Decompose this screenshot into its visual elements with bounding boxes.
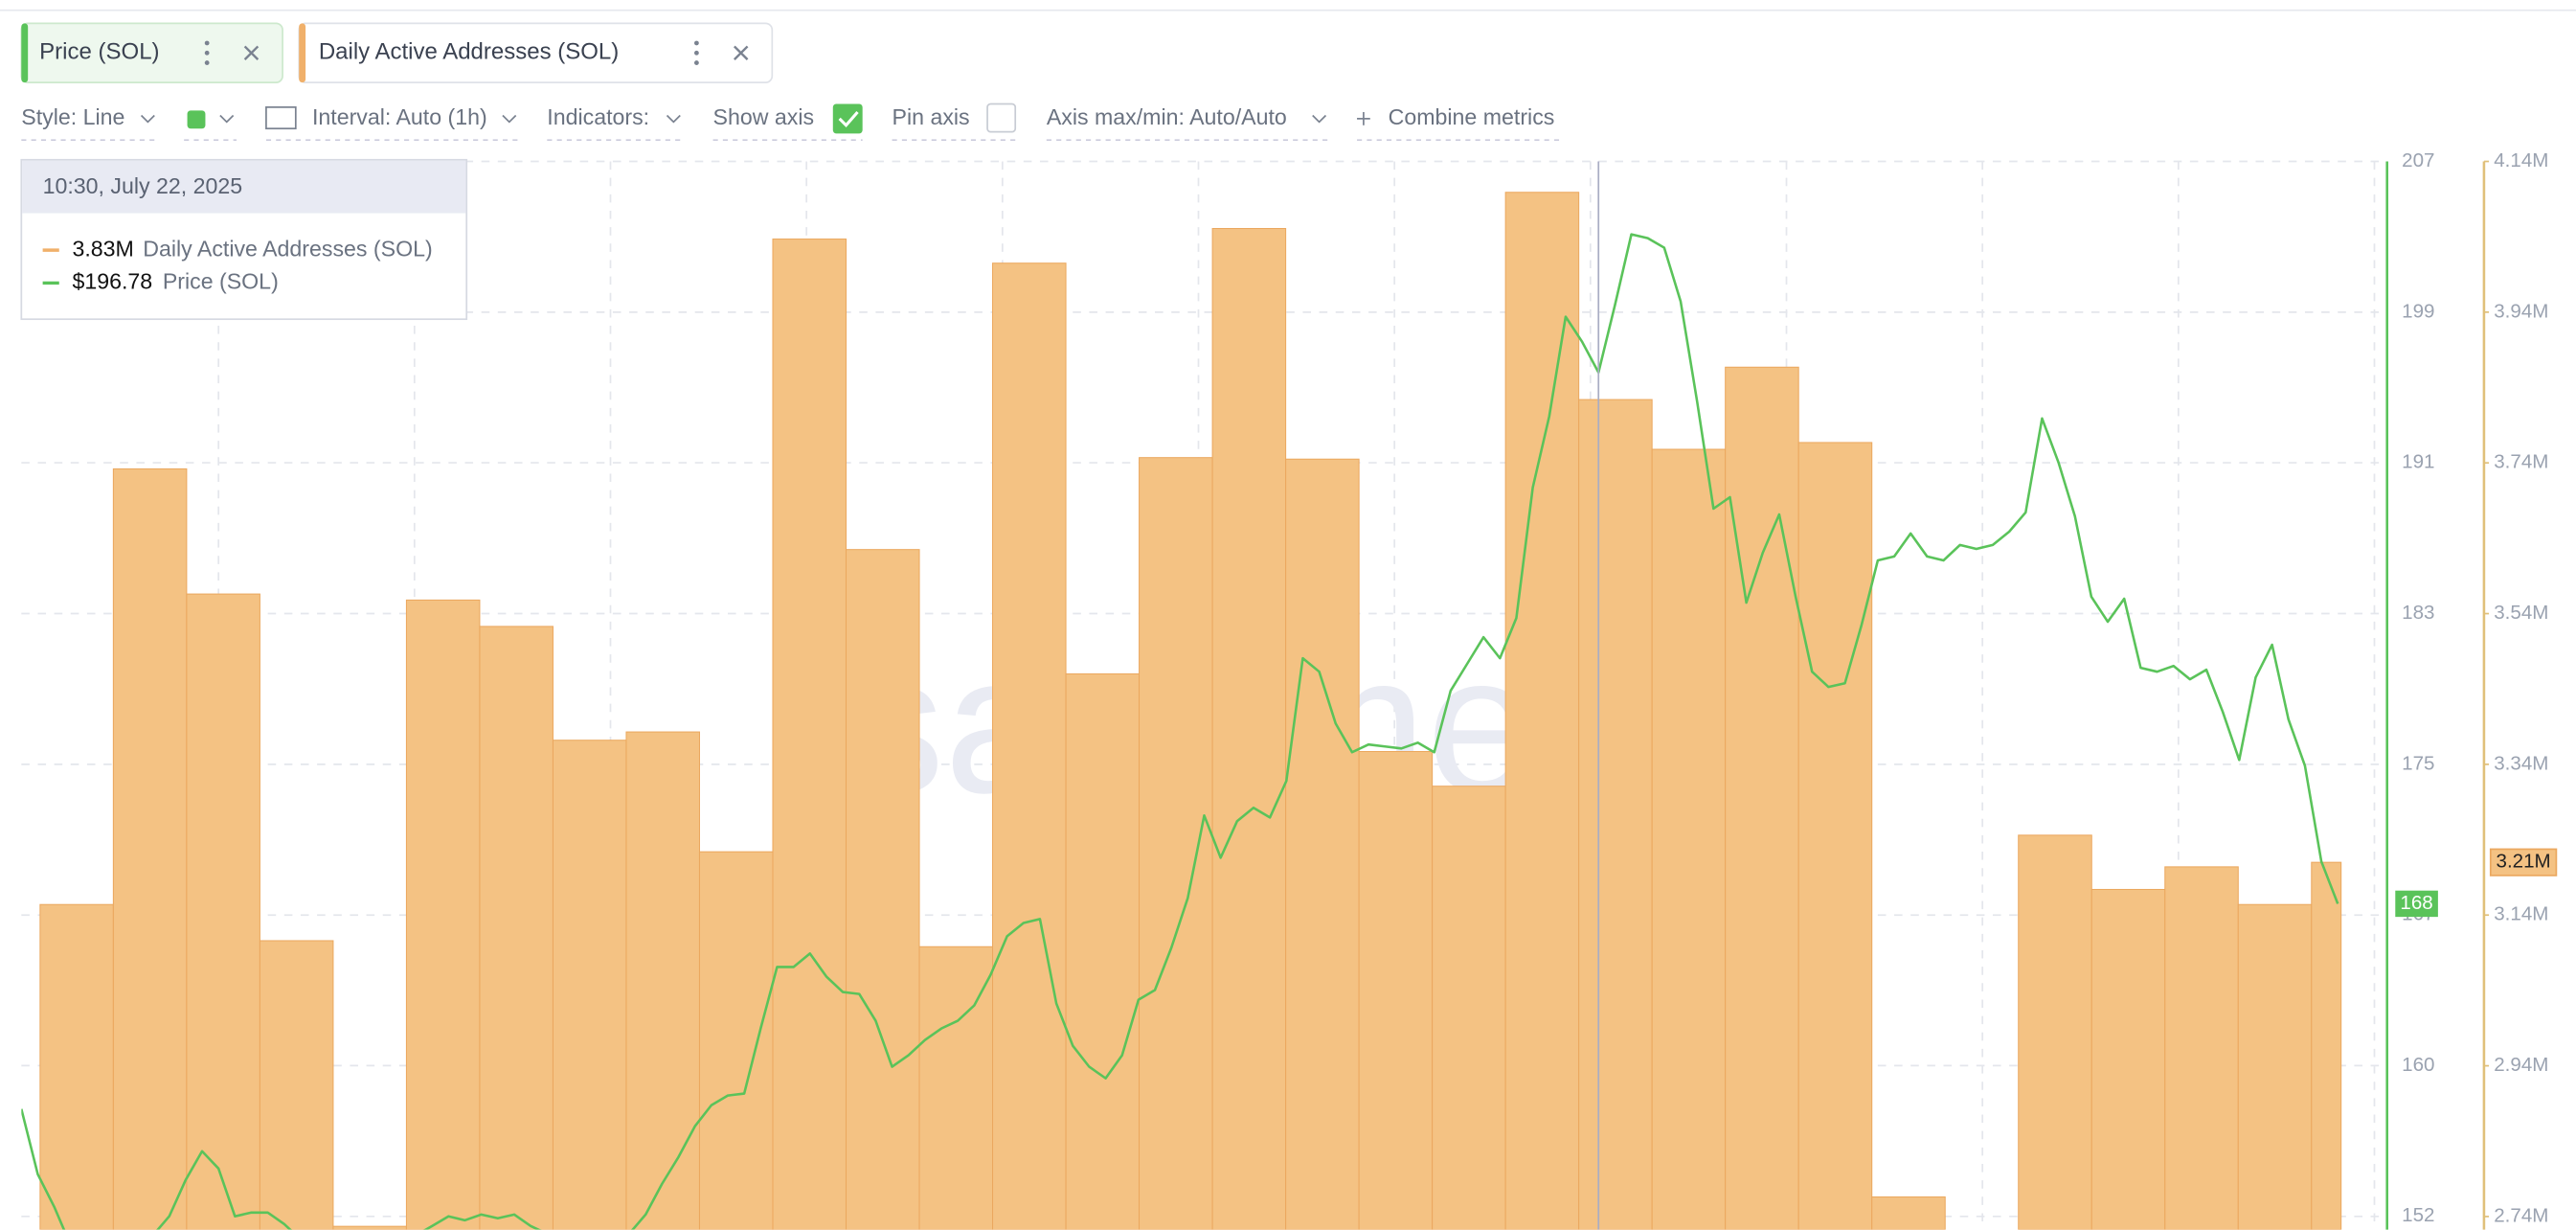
pin-axis-label[interactable]: Pin axis [893,104,970,129]
axes: 1521601671751831911992072.74M2.94M3.14M3… [2385,149,2558,1230]
bar [845,549,920,1230]
close-icon[interactable] [734,45,749,60]
chevron [1312,114,1327,124]
bar [2018,834,2092,1230]
style-select[interactable]: Style: Line [21,104,124,129]
bar [332,1225,407,1230]
chevron [502,114,517,124]
bar [2164,866,2239,1230]
bar [1432,786,1506,1230]
tooltip-value: 3.83M [72,236,133,261]
tooltip-value: $196.78 [72,269,152,294]
y-tick-label: 183 [2402,602,2434,624]
y-tick-label: 160 [2402,1054,2434,1076]
chevron [140,114,155,124]
toolbar: Style: Line Interval: Auto (1h) Indicato… [21,102,1561,142]
tab-accent [21,23,29,83]
close-icon[interactable] [243,45,260,60]
bar [2311,861,2342,1230]
chevron [666,114,681,124]
y2-tick-label: 3.74M [2494,451,2548,473]
last-value-label: 3.21M [2497,851,2551,873]
tab-price[interactable]: Price (SOL) [20,22,283,84]
bar [1139,457,1213,1230]
tab-daa[interactable]: Daily Active Addresses (SOL) [298,22,774,84]
y2-tick-label: 2.74M [2494,1204,2548,1226]
bar [1871,1196,1946,1230]
tooltip-label: Price (SOL) [163,269,279,294]
bar [1578,399,1653,1230]
tooltip: 10:30, July 22, 2025 3.83M Daily Active … [20,158,468,321]
bar [405,599,481,1230]
y2-tick-label: 3.54M [2494,602,2548,624]
price-line [21,233,2339,1230]
last-value-badge [2395,890,2438,918]
chevron [219,114,235,124]
axis-maxmin-select[interactable]: Axis max/min: Auto/Auto [1047,104,1287,129]
bar [772,239,847,1230]
plot-area [21,192,2342,1230]
y2-tick-label: 3.14M [2494,903,2548,925]
indicators-select[interactable]: Indicators: [547,104,649,129]
bar [625,731,701,1230]
tab-accent [299,23,306,83]
y-tick-label: 199 [2402,300,2434,322]
bar [186,593,260,1230]
menu-icon[interactable] [693,40,699,65]
bar [112,467,188,1230]
tooltip-label: Daily Active Addresses (SOL) [143,236,432,261]
check [838,111,859,128]
y2-tick-label: 4.14M [2494,149,2548,171]
bar [1285,458,1360,1230]
bar [1504,192,1580,1230]
y2-tick-label: 3.34M [2494,752,2548,774]
bar [2237,903,2313,1230]
bar [1797,442,1873,1230]
plus-icon [1357,112,1370,125]
bar [552,740,627,1230]
color-swatch[interactable] [187,110,206,129]
last-value-badge [2489,848,2558,877]
bar [2090,888,2166,1230]
pin-axis-checkbox[interactable] [986,102,1017,133]
y-tick-label: 207 [2402,149,2434,171]
combine-metrics[interactable]: Combine metrics [1389,104,1555,129]
tooltip-header [22,160,466,214]
interval-select[interactable]: Interval: Auto (1h) [312,104,487,129]
bar [992,262,1067,1230]
bar [698,851,774,1230]
y-tick-label: 152 [2402,1204,2434,1226]
bar [1211,228,1287,1230]
bar [259,940,334,1230]
tab-label: Price (SOL) [39,39,159,65]
interval-icon [265,106,297,130]
show-axis-checkbox[interactable] [832,103,863,134]
last-value-label: 168 [2400,892,2432,914]
bar [1358,751,1434,1230]
tooltip-time: 10:30, July 22, 2025 [43,173,243,198]
bar [479,626,554,1230]
y2-tick-label: 3.94M [2494,300,2548,322]
bar [39,903,114,1230]
y2-tick-label: 2.94M [2494,1054,2548,1076]
tab-label: Daily Active Addresses (SOL) [319,39,619,65]
bar [1065,672,1141,1230]
bar [1725,366,1799,1230]
menu-icon[interactable] [204,40,210,65]
y-tick-label: 191 [2402,451,2434,473]
show-axis-label[interactable]: Show axis [713,104,815,129]
y-tick-label: 175 [2402,752,2434,774]
bar [1651,448,1727,1230]
